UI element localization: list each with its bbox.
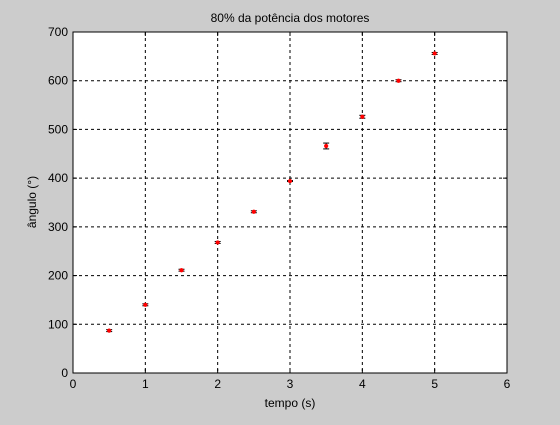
point-marker xyxy=(324,143,329,149)
x-tick-label: 6 xyxy=(504,377,511,391)
y-tick-labels: 0 100 200 300 400 500 600 700 xyxy=(48,25,68,380)
x-tick-label: 3 xyxy=(287,377,294,391)
y-tick-label: 500 xyxy=(48,122,68,136)
data-point xyxy=(250,209,257,214)
y-axis-label: ângulo (°) xyxy=(25,176,39,228)
point-marker xyxy=(287,178,293,184)
data-points xyxy=(106,51,438,333)
y-tick-label: 300 xyxy=(48,220,68,234)
point-marker xyxy=(396,78,401,83)
x-tick-label: 5 xyxy=(431,377,438,391)
grid xyxy=(73,32,507,373)
data-point xyxy=(323,142,330,150)
point-marker xyxy=(251,209,256,214)
data-point xyxy=(359,114,366,119)
point-marker xyxy=(143,302,148,307)
x-tick-label: 4 xyxy=(359,377,366,391)
data-point xyxy=(178,268,185,273)
x-axis-label: tempo (s) xyxy=(265,396,316,410)
data-point xyxy=(142,302,149,307)
data-point xyxy=(214,240,221,245)
y-tick-label: 0 xyxy=(61,366,68,380)
data-point xyxy=(106,328,113,333)
x-tick-label: 1 xyxy=(142,377,149,391)
point-marker xyxy=(179,268,184,273)
point-marker xyxy=(107,328,112,333)
y-tick-label: 600 xyxy=(48,74,68,88)
x-tick-labels: 0 1 2 3 4 5 6 xyxy=(70,377,511,391)
x-tick-label: 2 xyxy=(214,377,221,391)
y-tick-label: 100 xyxy=(48,317,68,331)
y-tick-label: 700 xyxy=(48,25,68,39)
plot-frame xyxy=(72,31,508,374)
point-marker xyxy=(432,51,437,56)
data-point xyxy=(395,78,402,83)
point-marker xyxy=(215,240,220,245)
data-point xyxy=(431,51,438,56)
data-point xyxy=(287,178,293,184)
chart-title: 80% da potência dos motores xyxy=(211,11,370,25)
x-tick-label: 0 xyxy=(70,377,77,391)
point-marker xyxy=(360,114,365,119)
y-tick-label: 200 xyxy=(48,269,68,283)
y-tick-label: 400 xyxy=(48,171,68,185)
